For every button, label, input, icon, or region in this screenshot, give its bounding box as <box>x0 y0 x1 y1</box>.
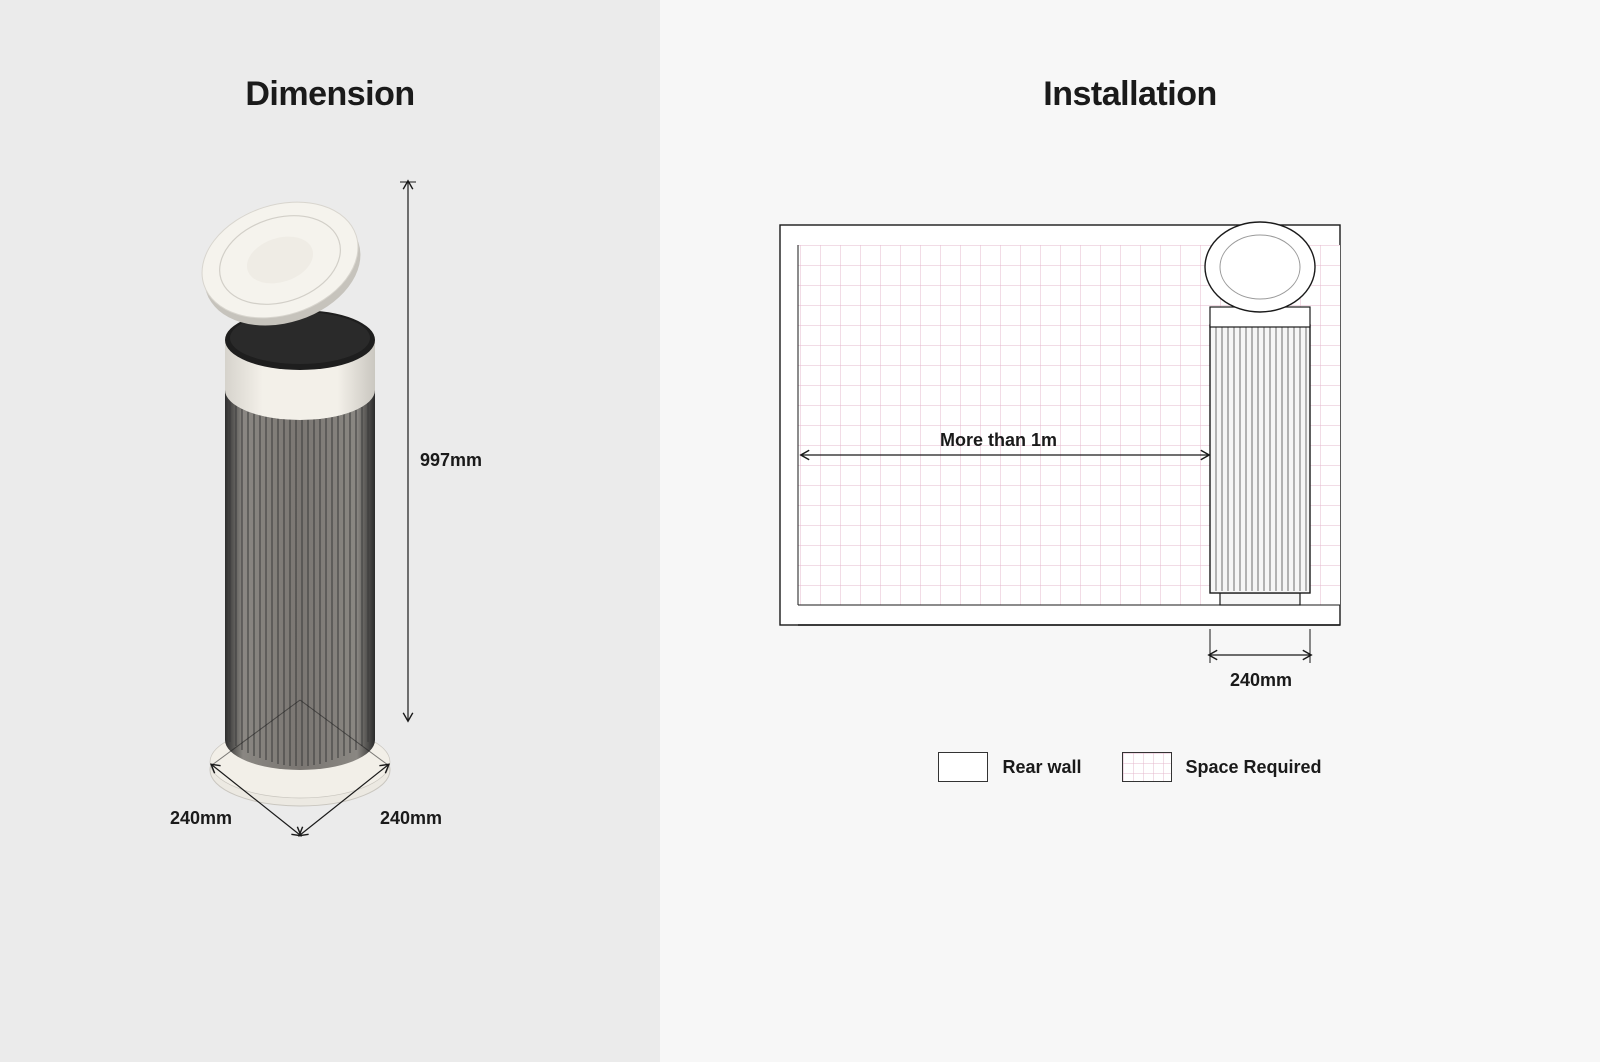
legend-swatch-grid <box>1122 752 1172 782</box>
legend-swatch-wall <box>938 752 988 782</box>
footprint-label: 240mm <box>1230 670 1292 691</box>
height-label: 997mm <box>420 450 482 471</box>
legend-space-required: Space Required <box>1122 752 1322 782</box>
width-label: 240mm <box>380 808 442 829</box>
legend-rear-wall-label: Rear wall <box>1002 757 1081 778</box>
depth-label: 240mm <box>170 808 232 829</box>
clearance-label: More than 1m <box>940 430 1057 451</box>
legend-space-required-label: Space Required <box>1186 757 1322 778</box>
legend-rear-wall: Rear wall <box>938 752 1081 782</box>
legend: Rear wall Space Required <box>660 752 1600 782</box>
dimension-panel: Dimension <box>0 0 660 1062</box>
installation-diagram <box>660 0 1600 800</box>
installation-panel: Installation <box>660 0 1600 1062</box>
product-illustration <box>0 0 660 900</box>
